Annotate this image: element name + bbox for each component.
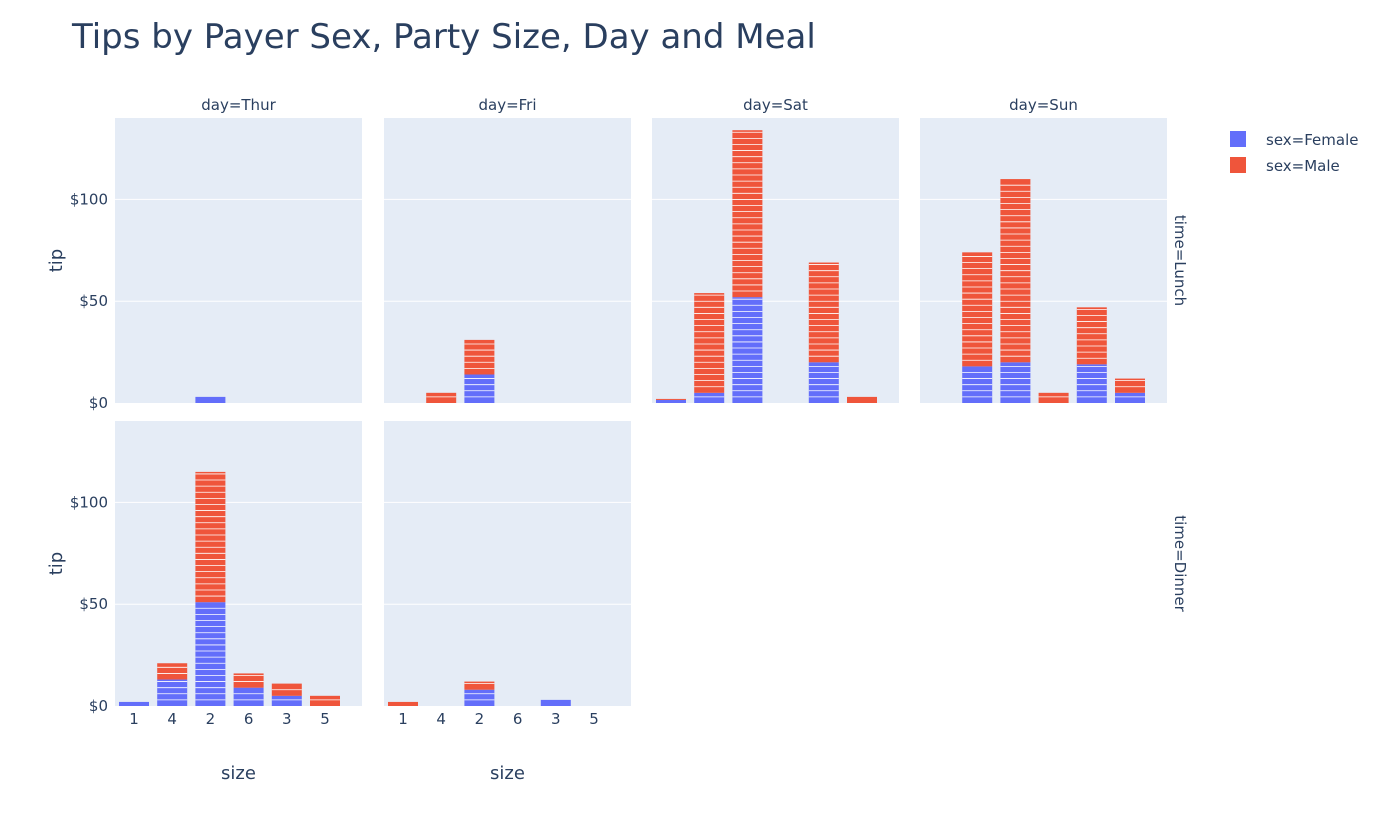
y-tick-label: $0 [89, 394, 108, 412]
panels-layer [115, 118, 1167, 706]
bar-male [464, 339, 495, 375]
legend-label: sex=Female [1266, 131, 1358, 149]
legend[interactable]: sex=Female sex=Male [1230, 131, 1358, 175]
x-tick-label: 3 [282, 710, 292, 728]
bar-female [464, 689, 495, 706]
bar-female [195, 602, 226, 706]
x-tick-label: 2 [206, 710, 216, 728]
x-tick-label: 6 [513, 710, 523, 728]
bar-female [808, 362, 839, 403]
chart-title: Tips by Payer Sex, Party Size, Day and M… [71, 17, 816, 57]
y-tick-label: $100 [70, 493, 108, 511]
bar-male [195, 471, 226, 603]
x-tick-label: 1 [398, 710, 408, 728]
y-tick-label: $50 [79, 595, 108, 613]
bar-male [157, 663, 188, 680]
panel-background [115, 118, 362, 403]
panel-background [384, 118, 631, 403]
bar-male [847, 396, 877, 403]
y-axis-title: tip [46, 552, 67, 575]
bar-male [656, 398, 686, 400]
y-tick-label: $0 [89, 697, 108, 715]
panel-thur-dinner [115, 421, 362, 706]
bar-female [119, 701, 149, 706]
y-axis-title: tip [46, 249, 67, 272]
bar-male [388, 701, 418, 706]
panel-fri-lunch [384, 118, 631, 403]
y-tick-label: $50 [79, 292, 108, 310]
bar-female [1000, 362, 1031, 403]
x-axis-title: size [490, 763, 525, 784]
bar-male [310, 695, 340, 706]
bar-male [1038, 392, 1069, 403]
bar-male [464, 681, 495, 690]
x-tick-label: 5 [320, 710, 330, 728]
bar-female [540, 699, 571, 706]
legend-label: sex=Male [1266, 157, 1340, 175]
panel-fri-dinner [384, 421, 631, 706]
column-title: day=Sun [1009, 96, 1078, 114]
bar-female [656, 399, 686, 403]
labels-layer: day=Thur day=Fri day=Sat day=Sun time=Lunch t… [46, 96, 1189, 784]
bar-female [233, 687, 264, 706]
panel-sun-lunch [920, 118, 1167, 403]
bar-male [1115, 378, 1145, 393]
bar-male [732, 130, 763, 298]
x-tick-label: 2 [475, 710, 485, 728]
x-axis-title: size [221, 763, 256, 784]
bar-male [962, 252, 993, 367]
bar-male [1076, 307, 1107, 365]
legend-item[interactable]: sex=Female [1230, 131, 1358, 149]
legend-item[interactable]: sex=Male [1230, 157, 1340, 175]
x-tick-label: 4 [436, 710, 446, 728]
legend-swatch [1230, 131, 1246, 147]
panel-thur-lunch [115, 118, 362, 403]
column-title: day=Fri [478, 96, 536, 114]
column-title: day=Thur [201, 96, 276, 114]
x-tick-label: 1 [129, 710, 139, 728]
panel-background [115, 421, 362, 706]
x-tick-label: 3 [551, 710, 561, 728]
bar-male [808, 262, 839, 363]
row-title: time=Lunch [1171, 215, 1189, 306]
panel-background [652, 118, 899, 403]
x-tick-label: 4 [167, 710, 177, 728]
panel-background [920, 118, 1167, 403]
bar-female [1115, 392, 1145, 403]
bar-female [464, 374, 495, 403]
bar-female [694, 392, 725, 403]
bar-female [195, 396, 226, 403]
x-tick-label: 6 [244, 710, 254, 728]
y-tick-label: $100 [70, 190, 108, 208]
bar-female [732, 297, 763, 403]
legend-swatch [1230, 157, 1246, 173]
column-title: day=Sat [743, 96, 808, 114]
bar-female [157, 679, 188, 706]
panel-background [384, 421, 631, 706]
panel-sat-lunch [652, 118, 899, 403]
bar-male [694, 293, 725, 393]
bar-female [271, 695, 302, 706]
bar-male [233, 673, 264, 688]
x-tick-label: 5 [589, 710, 599, 728]
bar-male [426, 392, 457, 403]
row-title: time=Dinner [1171, 515, 1189, 612]
